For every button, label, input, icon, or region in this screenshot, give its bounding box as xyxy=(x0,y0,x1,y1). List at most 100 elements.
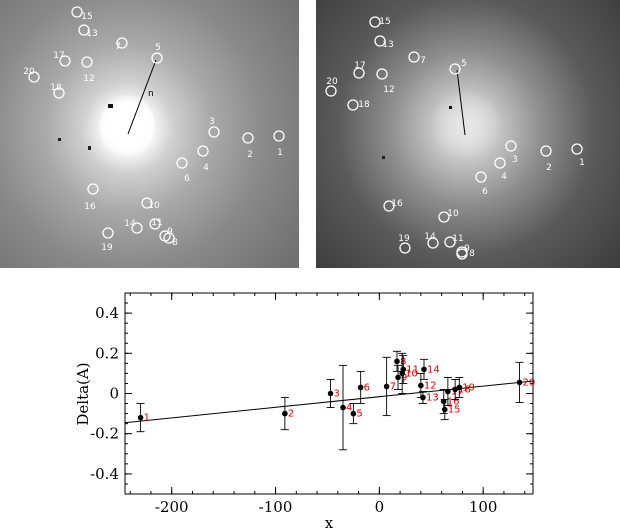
marker-circle-2 xyxy=(242,132,254,144)
x-axis-ticks: -200 -100 0 100 xyxy=(129,293,526,516)
x-axis-label: x xyxy=(325,514,334,530)
marker-label-13: 13 xyxy=(382,40,393,50)
data-point-13 xyxy=(420,394,426,401)
data-point-11 xyxy=(400,366,407,373)
marker-label-6: 6 xyxy=(184,174,190,184)
marker-circle-10 xyxy=(438,211,450,223)
y-tick-label: 0 xyxy=(109,385,119,403)
marker-label-15: 15 xyxy=(379,17,390,27)
marker-circle-7 xyxy=(116,37,128,49)
left-direction-line xyxy=(127,59,157,135)
data-point-16 xyxy=(440,398,447,405)
y-tick-label: 0.2 xyxy=(95,344,119,362)
marker-circle-10 xyxy=(141,197,153,209)
marker-circle-2 xyxy=(540,145,552,157)
point-label-13: 13 xyxy=(426,393,439,404)
marker-circle-4 xyxy=(197,145,209,157)
marker-circle-13 xyxy=(78,24,90,36)
data-point-15 xyxy=(441,406,448,413)
marker-label-5: 5 xyxy=(155,43,161,53)
marker-label-11: 11 xyxy=(151,218,162,228)
marker-label-3: 3 xyxy=(512,155,518,165)
marker-circle-1 xyxy=(273,130,285,142)
right-image-panel: 1 2 3 4 5 6 7 8 9 10 11 12 13 14 15 16 17 18 19 20 xyxy=(316,0,620,268)
marker-circle-16 xyxy=(383,200,395,212)
point-label-19: 19 xyxy=(462,382,475,393)
marker-label-9: 9 xyxy=(167,227,173,237)
marker-circle-12 xyxy=(81,56,93,68)
point-label-14: 14 xyxy=(427,364,440,375)
point-label-20: 20 xyxy=(523,377,536,388)
marker-circle-19 xyxy=(102,227,114,239)
marker-circle-18 xyxy=(53,87,65,99)
marker-label-15: 15 xyxy=(81,12,92,22)
point-label-11: 11 xyxy=(406,364,419,375)
point-label-2: 2 xyxy=(288,409,294,420)
data-point-3 xyxy=(327,390,334,397)
data-point-18 xyxy=(452,386,458,393)
fit-line xyxy=(124,380,534,424)
point-label-6: 6 xyxy=(364,382,370,393)
marker-circle-15 xyxy=(369,16,381,28)
marker-circle-12 xyxy=(376,68,388,80)
y-tick-label: 0.4 xyxy=(95,304,119,322)
marker-label-16: 16 xyxy=(84,202,96,212)
right-direction-line xyxy=(456,69,466,136)
left-image-panel: n 1 2 3 4 5 6 7 8 9 10 11 12 13 14 15 16 17 18 19 20 xyxy=(0,0,299,268)
marker-label-3: 3 xyxy=(209,117,215,127)
marker-label-5: 5 xyxy=(461,59,467,69)
marker-label-6: 6 xyxy=(482,187,488,197)
data-point-14 xyxy=(421,366,427,373)
y-axis-ticks: -0.4 -0.2 0 0.2 0.4 xyxy=(90,292,533,495)
marker-label-7: 7 xyxy=(115,42,121,52)
marker-label-14: 14 xyxy=(124,219,136,229)
point-label-18: 18 xyxy=(458,384,471,395)
marker-circle-5 xyxy=(151,52,163,64)
marker-circle-17 xyxy=(353,67,365,79)
marker-label-20: 20 xyxy=(23,67,35,77)
marker-label-10: 10 xyxy=(447,209,459,219)
data-point-1 xyxy=(137,414,144,421)
marker-label-1: 1 xyxy=(277,148,283,158)
marker-circle-18 xyxy=(347,99,359,111)
data-point-5 xyxy=(350,410,357,417)
point-label-7: 7 xyxy=(390,381,396,392)
marker-label-17: 17 xyxy=(354,61,365,71)
marker-circle-9 xyxy=(159,230,171,242)
marker-label-20: 20 xyxy=(326,77,338,87)
marker-label-4: 4 xyxy=(501,172,507,182)
marker-circle-17 xyxy=(59,55,71,67)
point-label-12: 12 xyxy=(424,380,437,391)
marker-circle-4 xyxy=(494,157,506,169)
marker-label-16: 16 xyxy=(391,199,403,209)
marker-label-7: 7 xyxy=(420,56,426,66)
point-label-10: 10 xyxy=(405,368,418,379)
marker-label-8: 8 xyxy=(172,238,178,248)
point-label-17: 17 xyxy=(451,386,464,397)
marker-label-2: 2 xyxy=(546,163,552,173)
data-point-7 xyxy=(383,383,390,390)
y-axis-label: Delta(A) xyxy=(74,362,92,425)
marker-circle-11 xyxy=(149,218,161,230)
marker-circle-7 xyxy=(408,51,420,63)
marker-label-17: 17 xyxy=(53,51,64,61)
left-line-label: n xyxy=(148,89,154,99)
marker-label-18: 18 xyxy=(358,100,370,110)
data-point-12 xyxy=(418,382,424,389)
point-label-4: 4 xyxy=(346,403,352,414)
point-label-1: 1 xyxy=(144,413,150,424)
point-label-16: 16 xyxy=(447,397,460,408)
data-point-8 xyxy=(394,358,400,365)
marker-label-19: 19 xyxy=(101,243,113,253)
marker-label-13: 13 xyxy=(86,29,97,39)
marker-circle-20 xyxy=(325,85,337,97)
marker-circle-20 xyxy=(28,71,40,83)
marker-label-4: 4 xyxy=(203,163,209,173)
marker-circle-15 xyxy=(71,6,83,18)
data-point-6 xyxy=(357,384,364,391)
